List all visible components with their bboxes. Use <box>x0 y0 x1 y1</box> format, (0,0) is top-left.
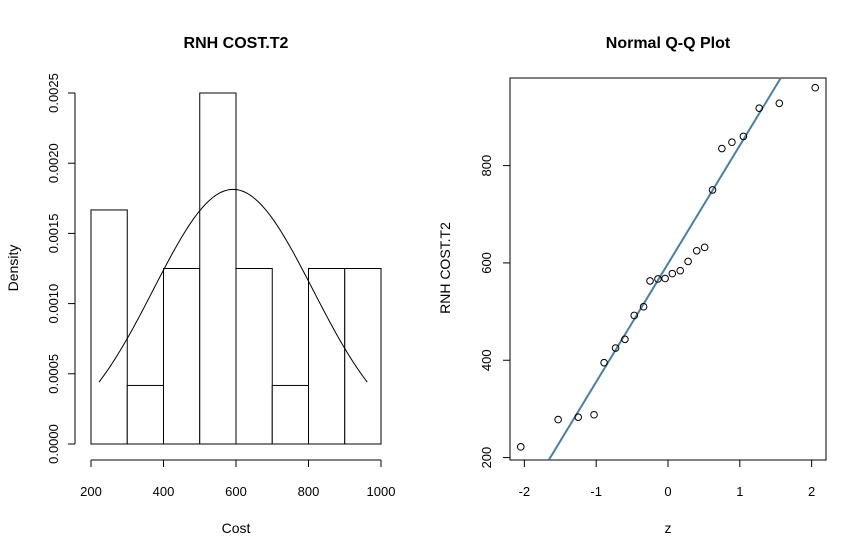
qq-point-7 <box>630 311 639 320</box>
qq-x-axis: -2 -1 0 1 2 <box>519 460 815 499</box>
qq-y-tick-label-1: 400 <box>479 349 494 371</box>
qq-reference-line-group <box>547 77 782 461</box>
histogram-bar-5 <box>271 384 309 445</box>
qq-x-tick-label-1: -1 <box>590 484 602 499</box>
qq-point-11 <box>661 274 669 283</box>
qq-y-tick-label-0: 200 <box>479 447 494 469</box>
density-curve <box>98 188 368 383</box>
histogram-bar-3 <box>199 92 237 445</box>
qq-x-tick-label-2: 0 <box>664 484 671 499</box>
qq-point-20 <box>739 132 748 141</box>
histogram-x-tick-label-3: 800 <box>298 484 320 499</box>
histogram-title: RNH COST.T2 <box>184 35 289 52</box>
histogram-panel: RNH COST.T2 Cost Density 200 400 600 800 100… <box>5 35 395 536</box>
qq-y-axis-label: RNH COST.T2 <box>437 222 453 314</box>
qq-x-tick-label-3: 1 <box>736 484 743 499</box>
qq-point-16 <box>700 243 709 252</box>
qq-reference-line <box>547 77 782 461</box>
histogram-x-tick-label-1: 400 <box>153 484 175 499</box>
qq-point-3 <box>590 410 598 419</box>
qq-point-0 <box>516 443 525 451</box>
histogram-bar-2 <box>163 268 201 445</box>
qq-point-18 <box>718 144 726 153</box>
histogram-y-tick-label-1: 0.0005 <box>46 354 61 394</box>
histogram-x-axis-label: Cost <box>222 520 251 536</box>
qq-y-tick-label-2: 600 <box>479 252 494 274</box>
histogram-y-axis: 0.0000 0.0005 0.0010 0.0015 0.0020 0.0025 <box>46 73 76 464</box>
qq-points <box>516 83 820 451</box>
histogram-x-tick-label-4: 1000 <box>367 484 396 499</box>
qq-point-17 <box>708 186 717 194</box>
histogram-bar-0 <box>90 209 128 445</box>
histogram-bar-6 <box>308 268 346 445</box>
qq-point-2 <box>574 413 583 421</box>
qq-point-12 <box>668 269 677 278</box>
histogram-x-tick-label-0: 200 <box>80 484 102 499</box>
qq-point-4 <box>600 358 608 367</box>
qq-x-tick-label-0: -2 <box>519 484 531 499</box>
qq-point-13 <box>676 266 685 275</box>
qq-plot-frame <box>509 77 827 461</box>
qq-point-19 <box>728 138 736 147</box>
qq-point-10 <box>654 275 662 283</box>
qq-point-14 <box>684 257 692 266</box>
histogram-x-axis: 200 400 600 800 1000 <box>80 459 396 499</box>
qq-point-23 <box>811 83 820 92</box>
histogram-y-tick-label-0: 0.0000 <box>46 424 61 464</box>
qq-point-8 <box>639 302 648 311</box>
histogram-y-axis-label: Density <box>5 245 21 292</box>
qq-point-1 <box>554 415 562 424</box>
histogram-y-tick-label-4: 0.0020 <box>46 143 61 183</box>
histogram-y-tick-label-2: 0.0010 <box>46 284 61 324</box>
histogram-y-tick-label-3: 0.0015 <box>46 214 61 254</box>
histogram-bar-7 <box>344 268 382 445</box>
qq-plot-title: Normal Q-Q Plot <box>606 35 731 52</box>
qq-x-axis-label: z <box>665 520 672 536</box>
qq-point-9 <box>646 277 654 285</box>
qq-y-tick-label-3: 800 <box>479 155 494 177</box>
histogram-x-tick-label-2: 600 <box>225 484 247 499</box>
qq-point-21 <box>755 104 764 112</box>
histogram-bar-1 <box>126 384 164 445</box>
histogram-bars <box>90 92 382 445</box>
density-curve-group <box>98 188 368 383</box>
histogram-bar-4 <box>235 268 273 445</box>
qq-point-15 <box>692 246 701 255</box>
qq-point-22 <box>775 99 784 108</box>
histogram-y-tick-label-5: 0.0025 <box>46 73 61 113</box>
qq-y-axis: 200 400 600 800 <box>479 155 510 469</box>
qq-plot-panel: Normal Q-Q Plot z RNH COST.T2 -2 -1 0 1 2 20… <box>437 35 827 536</box>
qq-x-tick-label-4: 2 <box>808 484 815 499</box>
qq-point-5 <box>611 344 620 352</box>
qq-point-6 <box>621 335 629 344</box>
